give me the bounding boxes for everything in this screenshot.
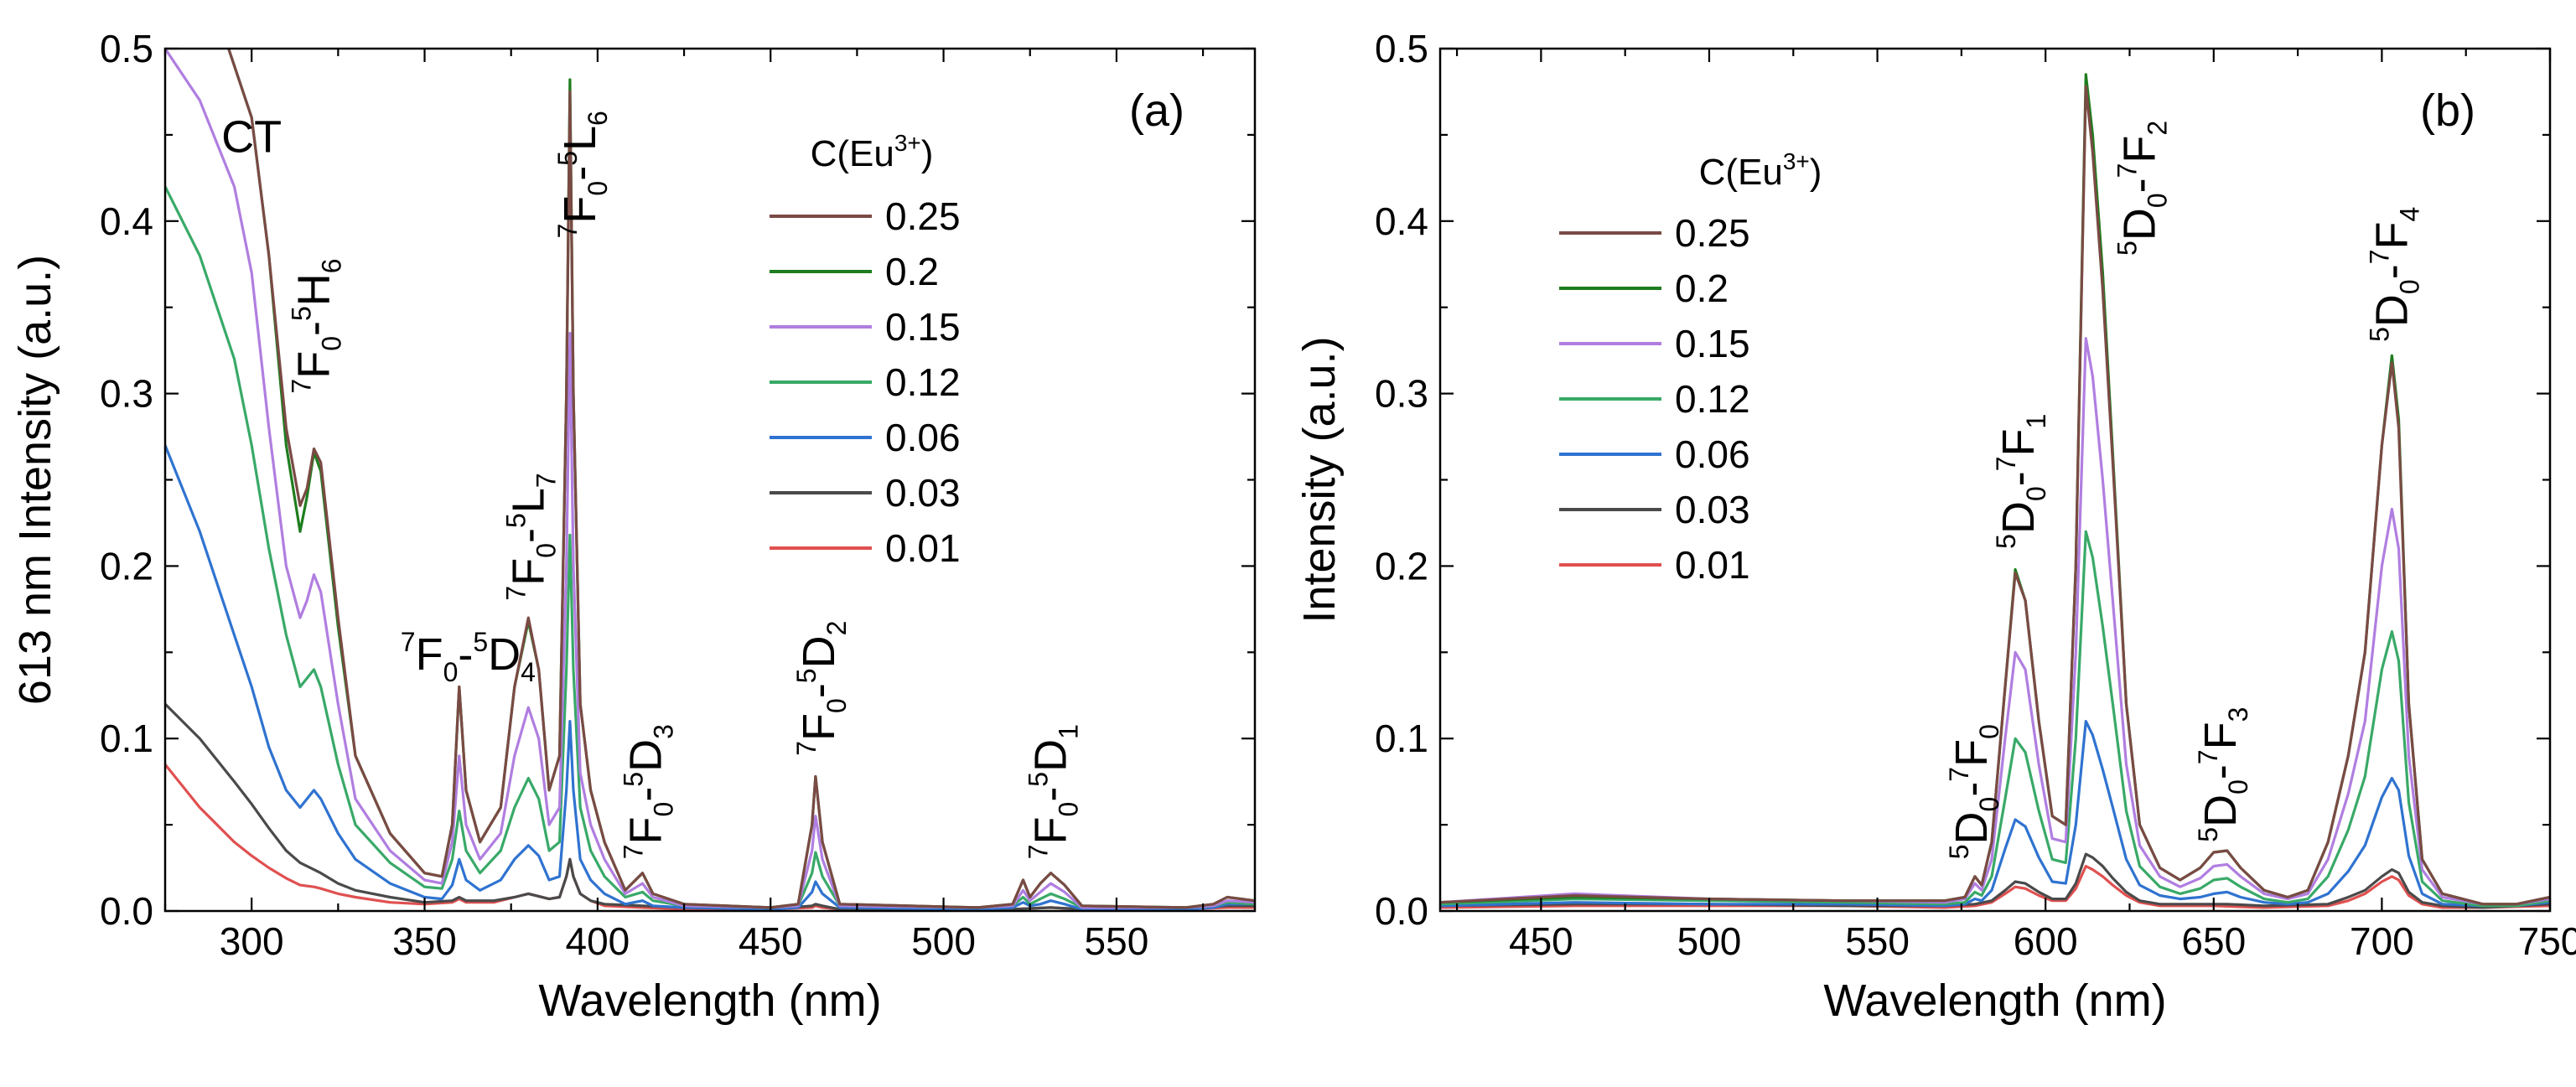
legend-label-0.01: 0.01 bbox=[885, 526, 961, 570]
series-group bbox=[165, 49, 1255, 911]
y-tick-label: 0.4 bbox=[100, 199, 153, 243]
legend-label-0.25: 0.25 bbox=[1675, 211, 1750, 255]
x-tick-label: 550 bbox=[1085, 919, 1149, 963]
y-tick-label: 0.2 bbox=[100, 544, 153, 587]
y-tick-label: 0.5 bbox=[100, 27, 153, 70]
legend-label-0.15: 0.15 bbox=[885, 305, 961, 349]
y-tick-label: 0.3 bbox=[100, 372, 153, 416]
x-tick-label: 550 bbox=[1845, 919, 1910, 963]
annotation-f1: 5D0-7F1 bbox=[1991, 414, 2051, 549]
x-tick-label: 700 bbox=[2350, 919, 2414, 963]
legend: C(Eu3+) 0.25 0.2 0.15 0.12 0.06 0.03 0.01 bbox=[1559, 148, 1822, 587]
annotation-ct: CT bbox=[221, 111, 282, 162]
panel-label: (a) bbox=[1129, 85, 1184, 136]
annotation-f4: 5D0-7F4 bbox=[2364, 207, 2424, 342]
annotation-l7: 7F0-5L7 bbox=[500, 473, 561, 600]
legend-label-0.25: 0.25 bbox=[885, 194, 961, 238]
panel-b: 450 500 550 600 650 700 750 0.0 0.1 0.2 0.3 0.4 0.5 W… bbox=[1294, 27, 2576, 1026]
y-tick-label: 0.2 bbox=[1375, 544, 1428, 587]
y-tick-label: 0.3 bbox=[1375, 372, 1428, 416]
series-line-0.2 bbox=[1440, 73, 2550, 906]
x-tick-label: 500 bbox=[911, 919, 976, 963]
series-line-0.06 bbox=[1440, 720, 2550, 908]
legend-title: C(Eu3+) bbox=[1699, 148, 1822, 193]
legend: C(Eu3+) 0.25 0.2 0.15 0.12 0.06 0.03 0.01 bbox=[770, 130, 961, 570]
legend-label-0.12: 0.12 bbox=[1675, 377, 1750, 421]
legend-label-0.03: 0.03 bbox=[885, 471, 961, 515]
series-line-0.06 bbox=[165, 444, 1255, 911]
series-line-0.03 bbox=[165, 702, 1255, 911]
series-line-0.12 bbox=[165, 185, 1255, 909]
legend-label-0.06: 0.06 bbox=[885, 416, 961, 459]
series-line-0.25 bbox=[1440, 85, 2550, 906]
y-axis-title: 613 nm Intensity (a.u.) bbox=[10, 255, 60, 705]
panel-label: (b) bbox=[2420, 85, 2475, 136]
annotation-d2: 7F0-5D2 bbox=[791, 621, 852, 756]
x-tick-label: 300 bbox=[220, 919, 284, 963]
legend-label-0.01: 0.01 bbox=[1675, 543, 1750, 587]
legend-label-0.2: 0.2 bbox=[885, 250, 939, 293]
series-line-0.15 bbox=[165, 49, 1255, 909]
legend-title: C(Eu3+) bbox=[811, 130, 934, 174]
series-line-0.03 bbox=[1440, 852, 2550, 909]
x-tick-label: 600 bbox=[2014, 919, 2078, 963]
x-tick-label: 750 bbox=[2518, 919, 2576, 963]
legend-label-0.2: 0.2 bbox=[1675, 267, 1729, 310]
x-tick-label: 650 bbox=[2181, 919, 2246, 963]
series-line-0.15 bbox=[1440, 337, 2550, 906]
annotation-f2: 5D0-7F2 bbox=[2112, 121, 2173, 256]
annotation-l6: 7F0-5L6 bbox=[552, 111, 613, 238]
annotation-h6: 7F0-5H6 bbox=[286, 258, 346, 393]
series-line-0.01 bbox=[165, 763, 1255, 911]
x-tick-label: 450 bbox=[739, 919, 803, 963]
series-line-0.2 bbox=[226, 49, 1255, 909]
annotation-f3: 5D0-7F3 bbox=[2193, 707, 2253, 842]
annotation-d1: 7F0-5D1 bbox=[1024, 724, 1084, 859]
series-line-0.12 bbox=[1440, 530, 2550, 908]
y-axis-title: Intensity (a.u.) bbox=[1294, 336, 1345, 623]
y-tick-label: 0.0 bbox=[1375, 889, 1428, 933]
panel-a: 300 350 400 450 500 550 0.0 0.1 0.2 0.3 0.4 0.5 Wave… bbox=[10, 27, 1257, 1026]
plot-frame bbox=[163, 47, 1257, 913]
annotation-d3: 7F0-5D3 bbox=[619, 724, 679, 859]
legend-label-0.03: 0.03 bbox=[1675, 488, 1750, 531]
y-tick-label: 0.1 bbox=[100, 717, 153, 760]
x-tick-label: 450 bbox=[1509, 919, 1573, 963]
x-axis-title: Wavelength (nm) bbox=[1823, 976, 2166, 1026]
legend-label-0.12: 0.12 bbox=[885, 360, 961, 404]
legend-label-0.15: 0.15 bbox=[1675, 322, 1750, 365]
x-tick-label: 400 bbox=[565, 919, 630, 963]
y-tick-label: 0.4 bbox=[1375, 199, 1428, 243]
series-line-0.25 bbox=[226, 49, 1255, 909]
y-tick-label: 0.5 bbox=[1375, 27, 1428, 70]
x-tick-label: 500 bbox=[1677, 919, 1742, 963]
y-tick-label: 0.1 bbox=[1375, 717, 1428, 760]
annotation-d4: 7F0-5D4 bbox=[401, 627, 536, 687]
annotation-f0: 5D0-7F0 bbox=[1944, 724, 2004, 859]
series-group bbox=[1440, 73, 2550, 909]
x-axis-title: Wavelength (nm) bbox=[538, 976, 881, 1026]
series-line-0.01 bbox=[1440, 864, 2550, 909]
legend-label-0.06: 0.06 bbox=[1675, 432, 1750, 476]
y-tick-label: 0.0 bbox=[100, 889, 153, 933]
x-tick-label: 350 bbox=[392, 919, 457, 963]
